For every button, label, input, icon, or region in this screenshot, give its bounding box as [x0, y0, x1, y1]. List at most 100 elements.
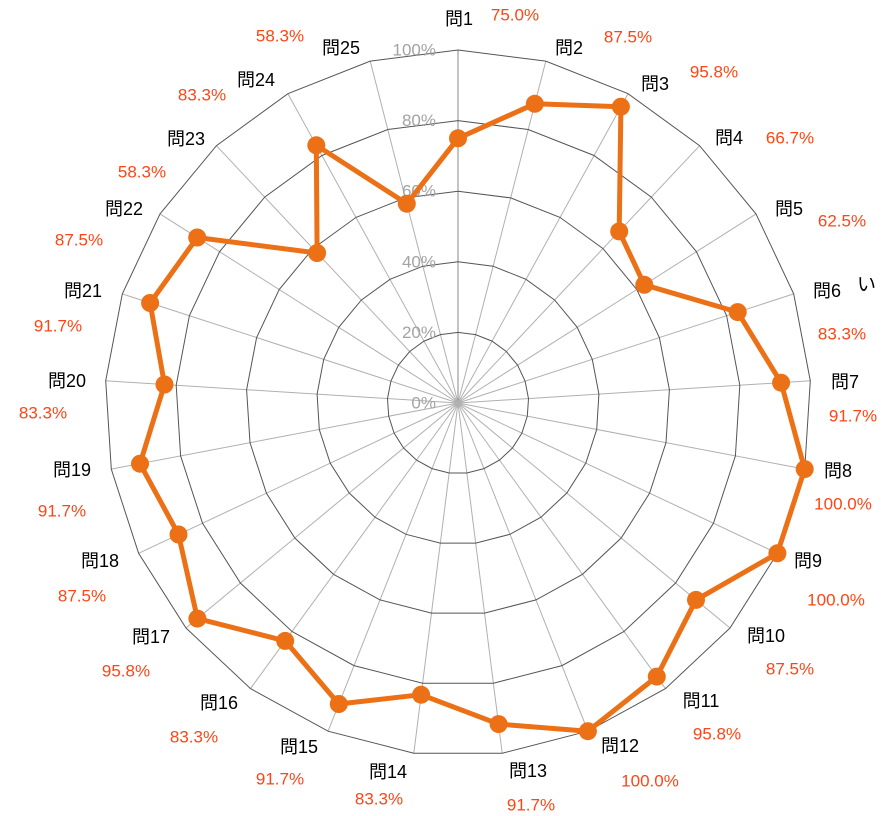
- data-label: 58.3%: [256, 27, 304, 46]
- data-label: 87.5%: [766, 660, 814, 679]
- data-label: 91.7%: [38, 502, 86, 521]
- tick-label: 40%: [402, 252, 436, 271]
- data-label: 62.5%: [818, 212, 866, 231]
- series-line: [137, 101, 808, 734]
- category-label: 問16: [200, 693, 238, 713]
- data-point-marker: [141, 294, 160, 312]
- data-label: 87.5%: [604, 28, 652, 47]
- clipped-annotation-text: い: [857, 275, 876, 296]
- data-label: 87.5%: [55, 231, 103, 250]
- category-label: 問22: [105, 199, 143, 219]
- data-point-marker: [169, 525, 188, 544]
- category-label: 問14: [369, 762, 407, 782]
- radial-tick-labels: 0%20%40%60%80%100%: [393, 41, 436, 413]
- data-point-marker: [307, 136, 326, 155]
- data-label: 100.0%: [807, 591, 865, 610]
- data-point-marker: [525, 94, 544, 113]
- spoke-line: [457, 402, 589, 732]
- grid-ring: [386, 331, 530, 474]
- data-labels: 75.0% 87.5% 95.8% 66.7% 62.5% 83.3% 91.7% 100.0…: [19, 6, 877, 815]
- category-label: 問18: [81, 551, 119, 571]
- data-label: 83.3%: [178, 86, 226, 105]
- data-label: 91.7%: [256, 770, 304, 789]
- series-layer: [131, 94, 814, 741]
- data-point-marker: [276, 631, 295, 650]
- data-point-marker: [647, 667, 666, 686]
- data-point-marker: [412, 685, 431, 704]
- category-label: 問17: [132, 627, 170, 647]
- category-label: 問1: [445, 9, 473, 29]
- data-label: 91.7%: [34, 317, 82, 336]
- data-label: 83.3%: [170, 728, 218, 747]
- data-point-marker: [155, 375, 174, 394]
- spoke-line: [457, 402, 503, 754]
- category-label: 問19: [53, 460, 91, 480]
- data-point-marker: [687, 590, 705, 609]
- data-label: 83.3%: [818, 325, 866, 344]
- spoke-line: [159, 213, 459, 404]
- category-label: 問7: [831, 372, 859, 392]
- data-point-marker: [611, 97, 630, 116]
- data-point-marker: [188, 609, 207, 628]
- tick-label: 100%: [393, 41, 436, 60]
- data-label: 75.0%: [491, 6, 539, 25]
- data-label: 58.3%: [118, 163, 166, 182]
- data-point-marker: [635, 275, 654, 294]
- category-label: 問10: [747, 626, 785, 646]
- spoke-line: [185, 402, 459, 629]
- grid-ring: [105, 49, 811, 754]
- data-label: 100.0%: [814, 495, 872, 514]
- category-label: 問20: [48, 371, 86, 391]
- data-label: 91.7%: [829, 407, 877, 426]
- category-label: 問23: [167, 129, 205, 149]
- spoke-line: [457, 145, 700, 404]
- category-label: 問11: [683, 691, 720, 711]
- spoke-line: [457, 93, 629, 404]
- data-label: 83.3%: [355, 790, 403, 809]
- data-point-marker: [489, 715, 508, 734]
- data-point-marker: [308, 244, 327, 262]
- data-label: 95.8%: [690, 63, 738, 82]
- spoke-line: [457, 60, 547, 404]
- data-point-marker: [131, 454, 149, 473]
- data-point-marker: [329, 695, 348, 713]
- category-label: 問13: [509, 761, 547, 781]
- tick-label: 0%: [411, 394, 436, 413]
- data-label: 91.7%: [507, 796, 555, 815]
- data-label: 95.8%: [102, 662, 150, 681]
- category-label: 問5: [775, 199, 803, 219]
- spoke-line: [327, 402, 459, 732]
- spoke-line: [369, 60, 459, 404]
- category-label: 問6: [813, 281, 841, 301]
- category-label: 問25: [322, 38, 360, 58]
- tick-label: 80%: [402, 111, 436, 130]
- category-label: 問15: [280, 737, 318, 757]
- spoke-line: [457, 402, 731, 629]
- data-label: 83.3%: [19, 404, 67, 423]
- data-point-marker: [728, 303, 747, 322]
- data-point-marker: [795, 460, 814, 479]
- category-labels: 問1 問2 問3 問4 問5 問6 問7 問8 問9 問10 問11 問12 問13 問14 問15 問16 問…: [48, 9, 859, 782]
- data-point-marker: [397, 194, 416, 213]
- data-label: 100.0%: [621, 772, 679, 791]
- data-point-marker: [610, 222, 629, 241]
- data-point-marker: [768, 544, 787, 563]
- grid-ring: [175, 120, 741, 684]
- data-label: 66.7%: [766, 129, 814, 148]
- spoke-line: [457, 402, 666, 689]
- radar-grid: [105, 49, 811, 754]
- data-point-marker: [188, 228, 207, 247]
- data-point-marker: [449, 129, 467, 148]
- data-point-marker: [578, 722, 597, 741]
- spoke-line: [138, 402, 459, 554]
- category-label: 問3: [641, 74, 669, 94]
- tick-label: 20%: [402, 323, 436, 342]
- category-label: 問24: [237, 70, 275, 90]
- spoke-line: [457, 402, 805, 470]
- category-label: 問4: [715, 128, 743, 148]
- spoke-line: [457, 402, 778, 554]
- category-label: 問12: [601, 736, 639, 756]
- spoke-line: [457, 380, 811, 404]
- spoke-line: [111, 402, 459, 470]
